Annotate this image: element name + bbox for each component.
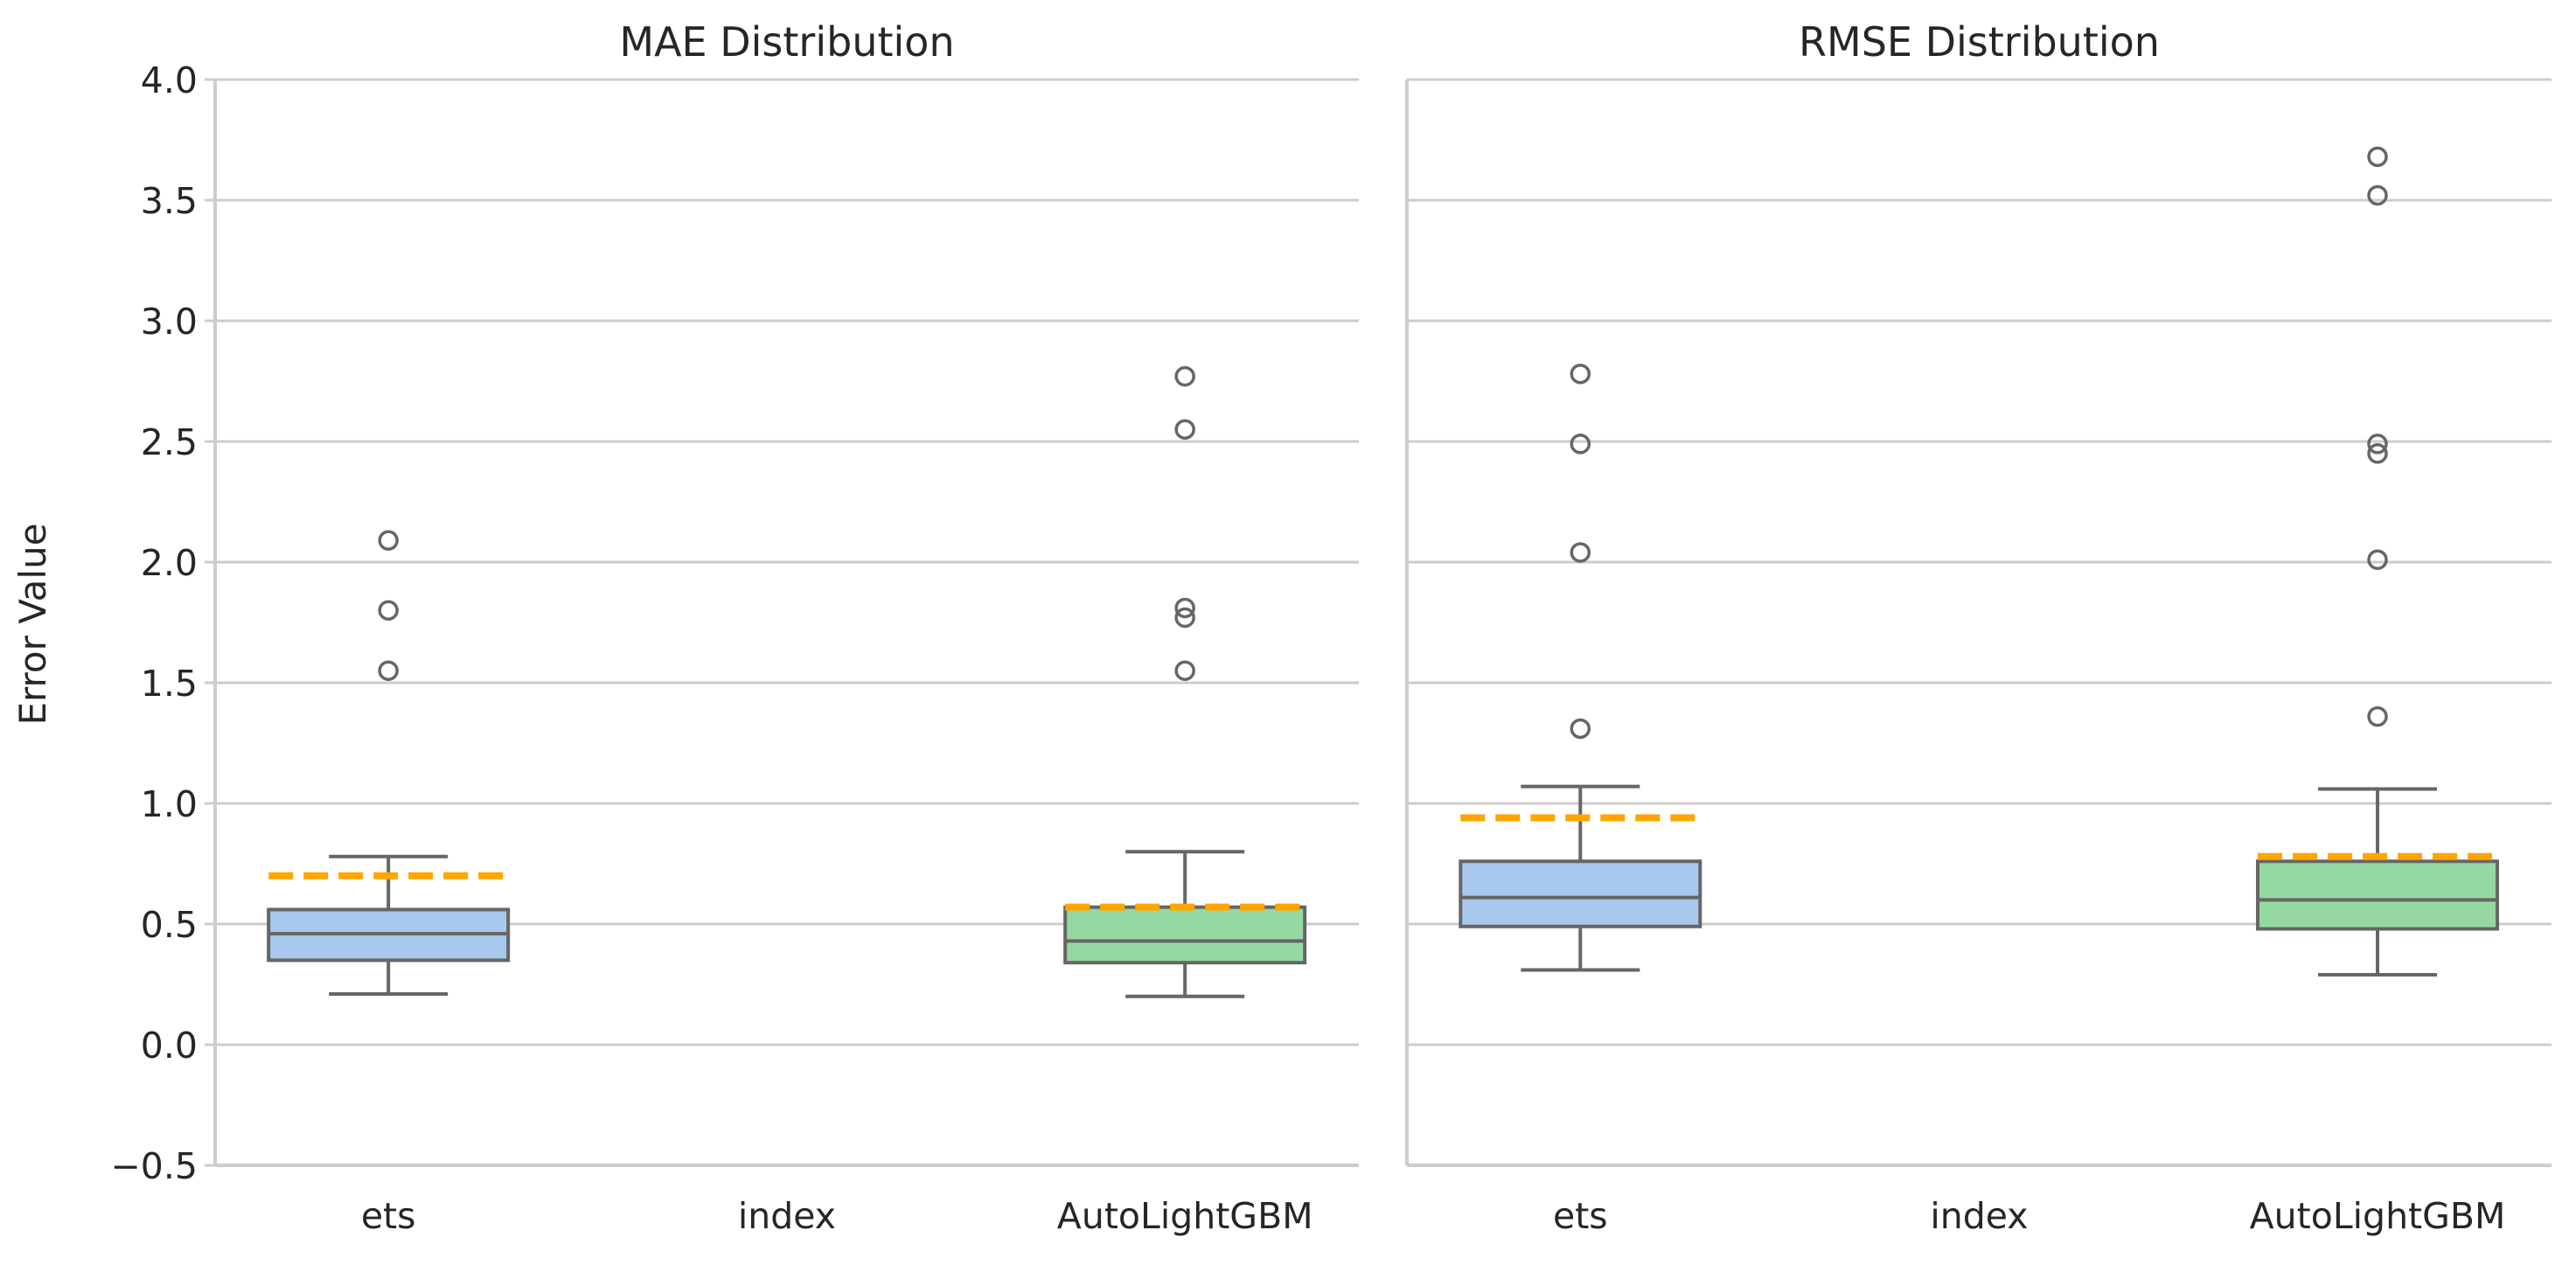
y-tick-label: 3.5 (141, 180, 198, 222)
outlier-point (1570, 434, 1591, 455)
outlier-point (1174, 365, 1195, 387)
iqr-box (2256, 859, 2500, 931)
outlier-point (2367, 549, 2388, 570)
x-tick-label: index (1930, 1195, 2028, 1237)
outlier-point (1174, 597, 1195, 619)
x-tick-label: ets (361, 1195, 416, 1237)
x-tick-label: ets (1553, 1195, 1608, 1237)
y-tick-label: 1.5 (141, 663, 198, 705)
panel-2: ets index AutoLightGBM RMSE Distribution (1405, 18, 2552, 1237)
x-tick-label: AutoLightGBM (1057, 1195, 1313, 1237)
panel-title: RMSE Distribution (1799, 18, 2160, 66)
outlier-point (2367, 434, 2388, 455)
outlier-point (1174, 419, 1195, 440)
outlier-point (1570, 363, 1591, 385)
iqr-box (1063, 905, 1307, 965)
outlier-point (1174, 660, 1195, 681)
outlier-point (1570, 718, 1591, 740)
outlier-point (378, 600, 399, 621)
outlier-point (1174, 607, 1195, 629)
outlier-point (2367, 705, 2388, 727)
x-tick-label: AutoLightGBM (2250, 1195, 2506, 1237)
y-tick-label: 2.0 (141, 542, 198, 584)
outlier-point (2367, 443, 2388, 464)
y-tick-label: −0.5 (110, 1145, 198, 1187)
x-tick-label: index (738, 1195, 836, 1237)
box-ets (267, 530, 511, 997)
y-tick-label: 4.0 (141, 59, 198, 101)
y-tick-label: 1.0 (141, 783, 198, 825)
outlier-point (378, 530, 399, 551)
box-ets (1459, 363, 1702, 972)
y-axis-label: Error Value (11, 523, 54, 725)
y-tick-label: 0.0 (141, 1025, 198, 1067)
outlier-point (1570, 542, 1591, 563)
iqr-box (1459, 859, 1702, 928)
outlier-point (378, 660, 399, 681)
y-tick-label: 3.0 (141, 301, 198, 343)
panel-1: −0.5 0.0 0.5 1.0 1.5 2.0 2.5 3.0 3.5 4.0 ets index A… (110, 18, 1359, 1237)
box-AutoLightGBM (1063, 365, 1307, 998)
y-tick-label: 0.5 (141, 904, 198, 946)
y-tick-label: 2.5 (141, 421, 198, 463)
outlier-point (2367, 146, 2388, 168)
outlier-point (2367, 184, 2388, 206)
panel-title: MAE Distribution (619, 18, 954, 66)
box-AutoLightGBM (2256, 146, 2500, 977)
